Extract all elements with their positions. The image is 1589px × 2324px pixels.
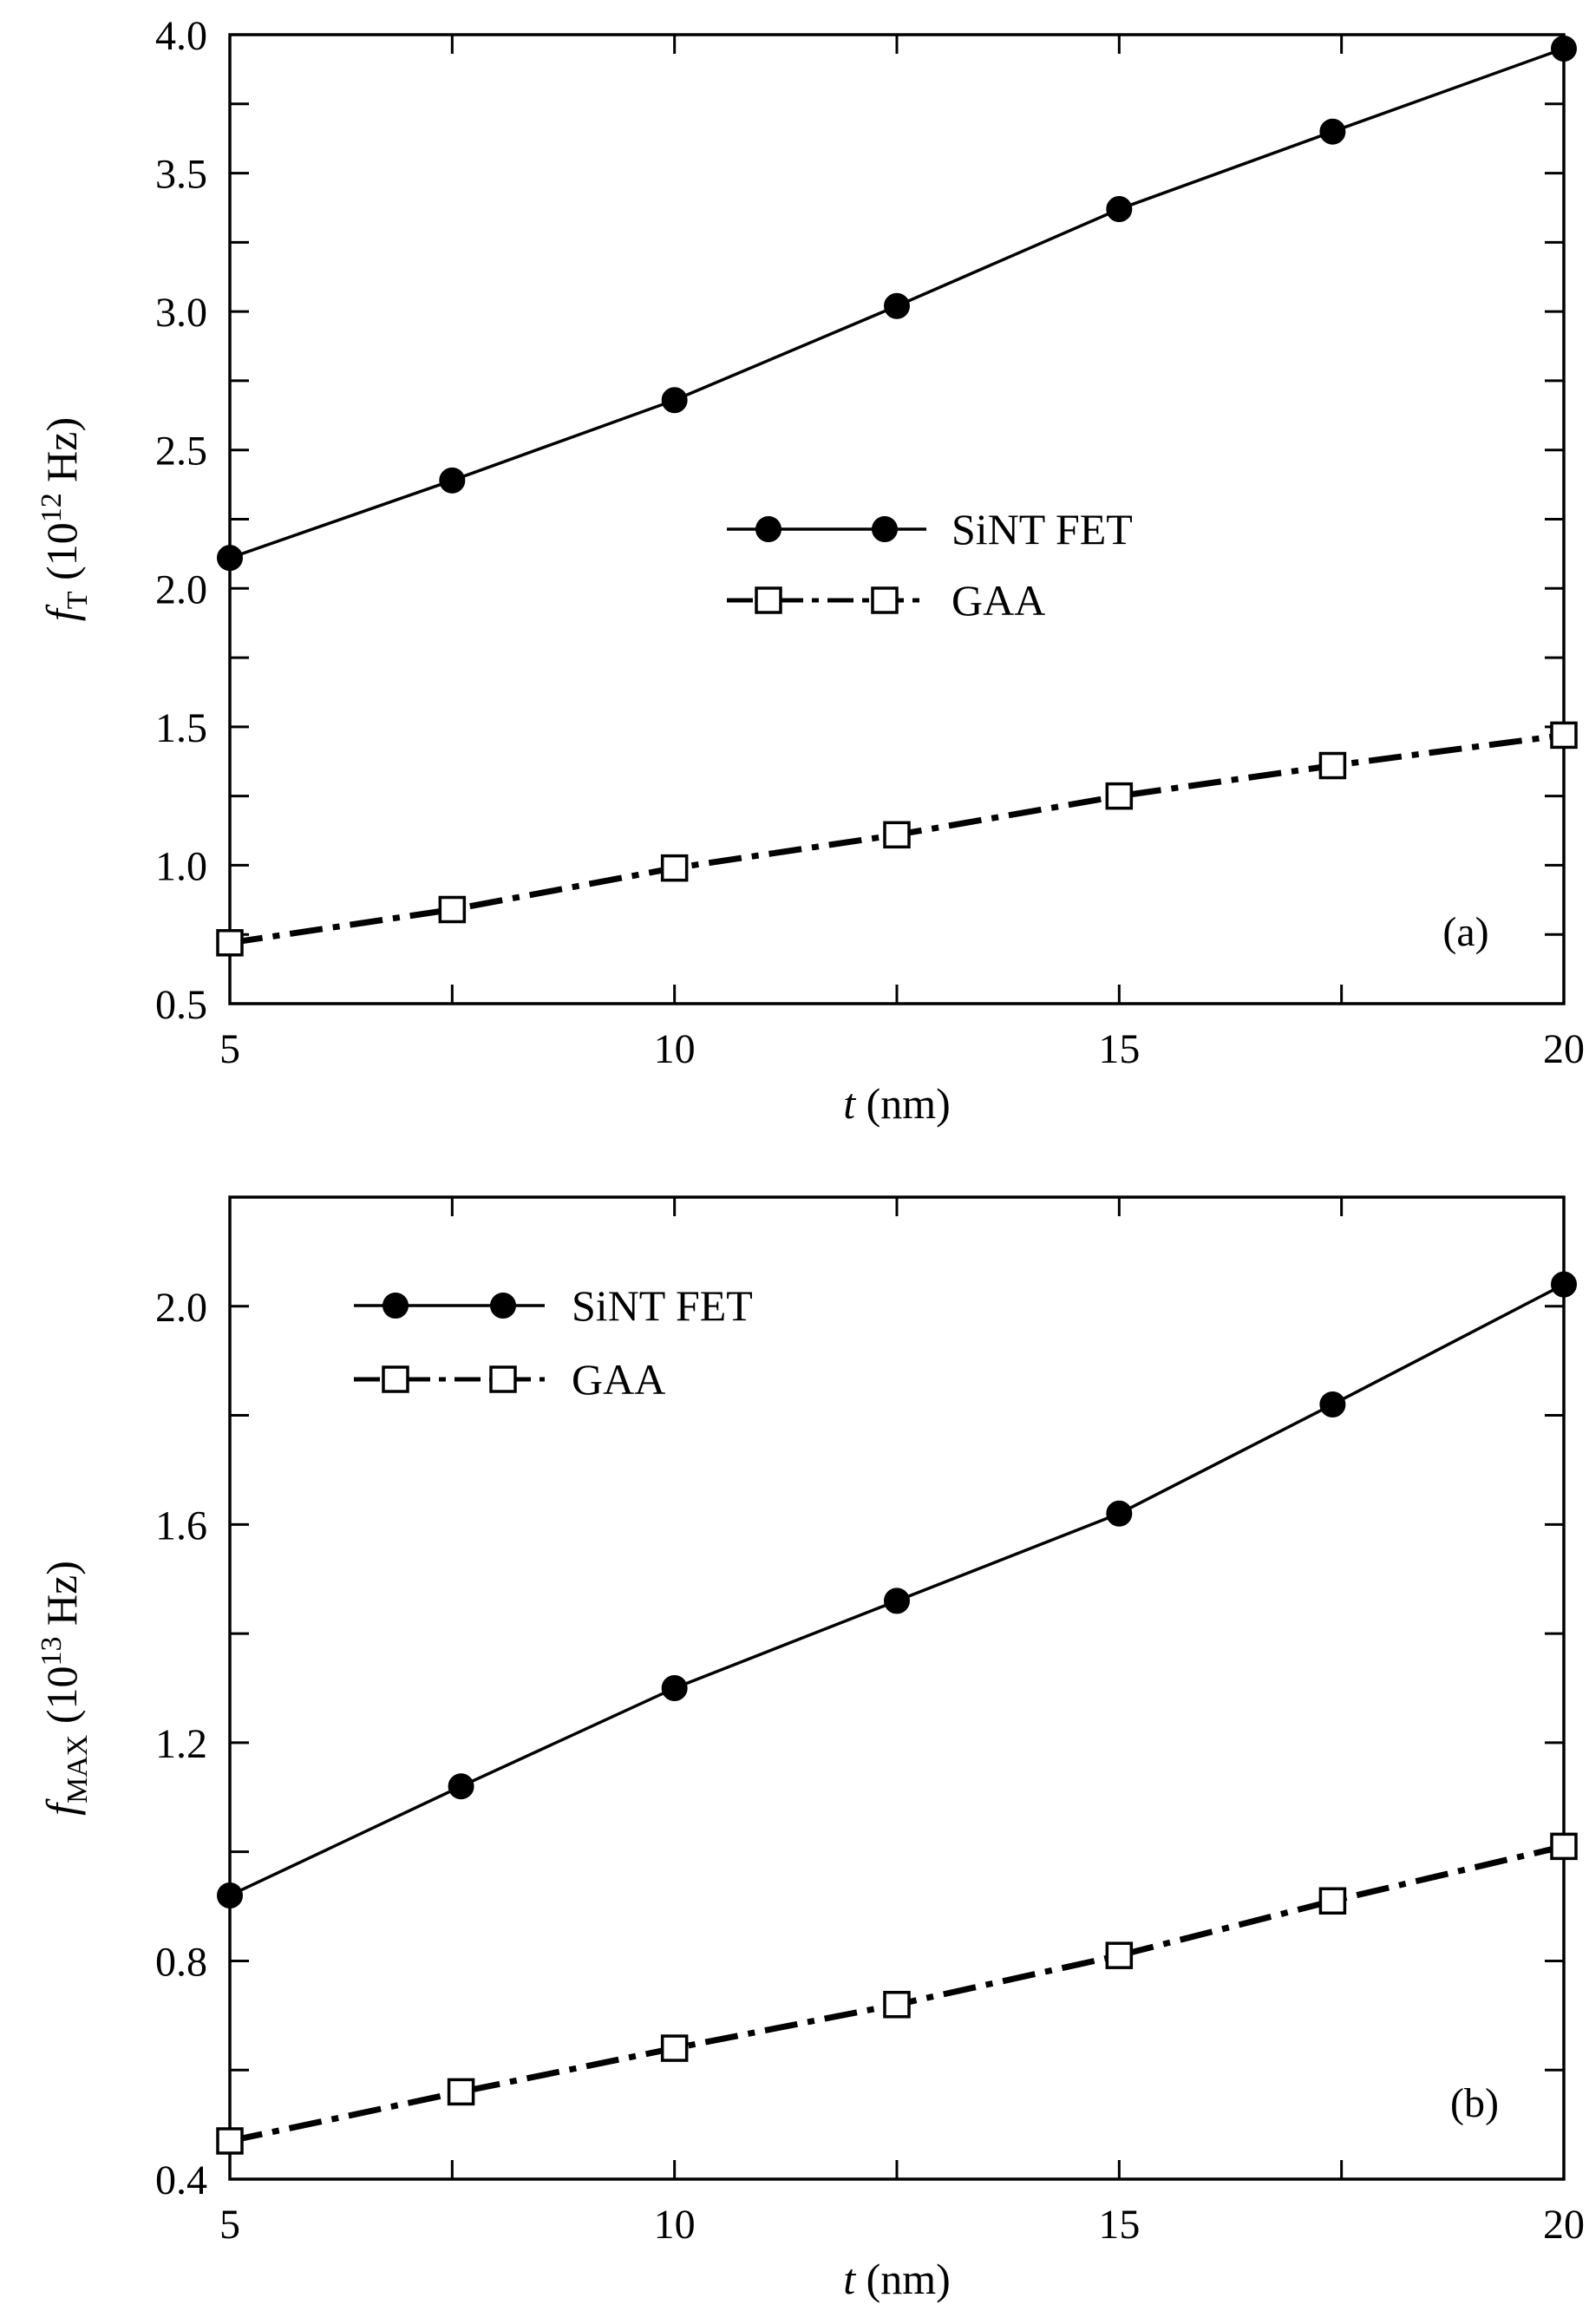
legend-entry: GAA <box>727 576 1045 625</box>
y-tick-label: 0.5 <box>155 982 207 1028</box>
x-tick-label: 10 <box>654 1026 696 1072</box>
legend-marker <box>871 586 899 614</box>
y-tick-label: 2.0 <box>155 566 207 612</box>
legend-marker <box>382 1365 409 1393</box>
x-axis-label: t (nm) <box>843 2255 951 2303</box>
y-tick-label: 2.0 <box>155 1285 207 1331</box>
data-point <box>1105 782 1134 810</box>
data-point <box>884 1588 910 1614</box>
series-gaa <box>216 721 1578 957</box>
panel-label: (b) <box>1450 2080 1499 2126</box>
x-axis-label: t (nm) <box>843 1079 951 1128</box>
y-tick-label: 2.5 <box>155 429 207 475</box>
data-point <box>884 292 910 319</box>
legend: SiNT FET GAA <box>727 505 1133 625</box>
y-tick-label: 1.5 <box>155 705 207 751</box>
legend-entry: GAA <box>354 1355 665 1404</box>
data-point <box>216 2127 244 2155</box>
legend-label: SiNT FET <box>572 1281 753 1330</box>
y-tick-label: 3.5 <box>155 152 207 198</box>
x-tick-label: 15 <box>1098 2202 1140 2248</box>
legend-marker <box>872 516 898 542</box>
legend-label: SiNT FET <box>951 505 1133 553</box>
x-tick-label: 10 <box>654 2202 696 2248</box>
y-tick-label: 3.0 <box>155 290 207 336</box>
legend: SiNT FET GAA <box>354 1281 753 1404</box>
data-point <box>1106 1500 1133 1527</box>
data-point <box>1551 35 1577 62</box>
y-tick-label: 0.4 <box>155 2157 207 2203</box>
data-point <box>1550 1832 1578 1861</box>
y-tick-label: 1.0 <box>155 843 207 889</box>
legend-marker <box>755 516 781 542</box>
data-point <box>1106 196 1133 223</box>
x-tick-label: 5 <box>219 2202 240 2248</box>
y-tick-label: 0.8 <box>155 1939 207 1985</box>
x-tick-label: 15 <box>1098 1026 1140 1072</box>
data-point <box>660 854 689 882</box>
data-point <box>448 1773 474 1800</box>
data-point <box>661 387 688 414</box>
series-sint-fet <box>217 35 1577 572</box>
x-tick-label: 20 <box>1543 1026 1585 1072</box>
data-point <box>438 895 467 924</box>
legend-marker <box>755 586 782 614</box>
data-point <box>1319 1391 1346 1417</box>
y-axis-label: fT (1012 Hz) <box>36 417 94 621</box>
data-point <box>1105 1941 1134 1969</box>
chart-panel-a: 0.5 1.0 1.5 2.0 2.5 3.0 3.5 4.0 5 10 15 20 t (nm) fT … <box>36 13 1585 1128</box>
x-tick-label: 20 <box>1543 2202 1585 2248</box>
legend-label: GAA <box>572 1355 665 1404</box>
series-gaa <box>216 1832 1578 2155</box>
data-point <box>216 929 244 957</box>
y-tick-label: 4.0 <box>155 13 207 59</box>
data-point <box>661 1675 688 1701</box>
data-point <box>217 1882 243 1908</box>
panel-label: (a) <box>1442 909 1488 955</box>
plot-frame <box>228 1195 1566 2181</box>
series-sint-fet <box>217 1271 1577 1908</box>
data-point <box>217 545 243 572</box>
legend-marker <box>490 1293 516 1319</box>
data-point <box>1551 1271 1577 1298</box>
data-point <box>1318 751 1347 780</box>
legend-entry: SiNT FET <box>354 1281 753 1330</box>
data-point <box>447 2078 475 2106</box>
data-point <box>1550 721 1578 750</box>
x-tick-label: 5 <box>219 1026 240 1072</box>
data-point <box>1319 118 1346 145</box>
y-axis-label: fMAX (1013 Hz) <box>36 1561 94 1816</box>
data-point <box>1318 1887 1347 1915</box>
legend-label: GAA <box>951 576 1045 625</box>
data-point <box>660 2034 689 2062</box>
y-tick-label: 1.2 <box>155 1721 207 1767</box>
legend-marker <box>383 1293 409 1319</box>
data-point <box>883 821 911 849</box>
data-point <box>883 1991 911 2019</box>
legend-marker <box>489 1365 517 1393</box>
data-point <box>439 467 466 494</box>
chart-panel-b: 0.4 0.8 1.2 1.6 2.0 5 10 15 20 t (nm) fMAX (1013 H… <box>36 1195 1585 2303</box>
legend-entry: SiNT FET <box>727 505 1133 553</box>
y-tick-label: 1.6 <box>155 1502 207 1548</box>
plot-frame <box>228 33 1566 1005</box>
